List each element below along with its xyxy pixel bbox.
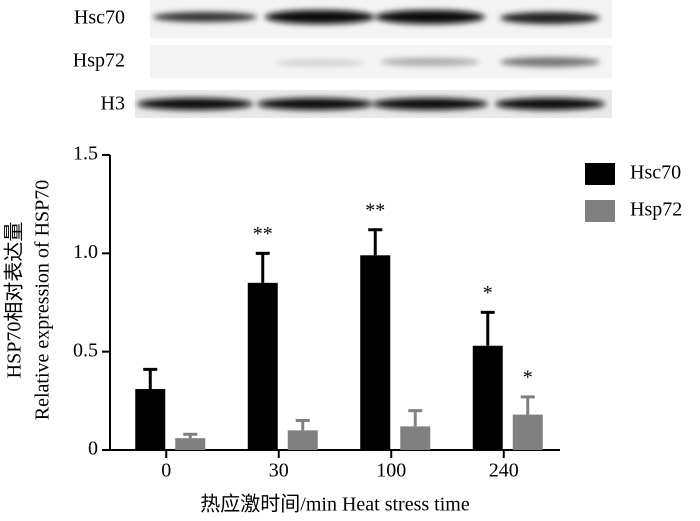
bar <box>175 438 206 450</box>
blot-label: Hsc70 <box>74 7 125 29</box>
significance: * <box>483 282 493 304</box>
x-tick-label: 100 <box>376 460 406 482</box>
bar <box>512 414 543 450</box>
legend-label: Hsc70 <box>630 162 681 184</box>
bar <box>400 426 431 450</box>
y-axis-label: HSP70相对表达量 <box>3 222 26 379</box>
y-tick-label: 1.0 <box>73 241 98 263</box>
legend-swatch <box>585 200 615 222</box>
significance: * <box>523 366 533 388</box>
bar <box>360 255 391 450</box>
significance: ** <box>365 199 385 221</box>
bar <box>247 282 278 450</box>
bar <box>287 430 318 450</box>
x-axis-label: 热应激时间/min Heat stress time <box>200 493 470 516</box>
legend-swatch <box>585 163 615 185</box>
x-tick-label: 240 <box>489 460 519 482</box>
blot-panels <box>135 0 612 118</box>
blot-label: Hsp72 <box>73 50 125 72</box>
y-tick-label: 0 <box>88 438 98 460</box>
x-tick-label: 30 <box>269 460 289 482</box>
y-tick-label: 1.5 <box>73 143 98 165</box>
x-tick-label: 0 <box>161 460 171 482</box>
significance: ** <box>253 223 273 245</box>
y-axis-label: Relative expression of HSP70 <box>32 180 54 421</box>
bar <box>135 389 166 450</box>
y-tick-label: 0.5 <box>73 339 98 361</box>
legend-label: Hsp72 <box>630 199 682 221</box>
bar <box>472 345 503 450</box>
blot-label: H3 <box>101 93 125 115</box>
